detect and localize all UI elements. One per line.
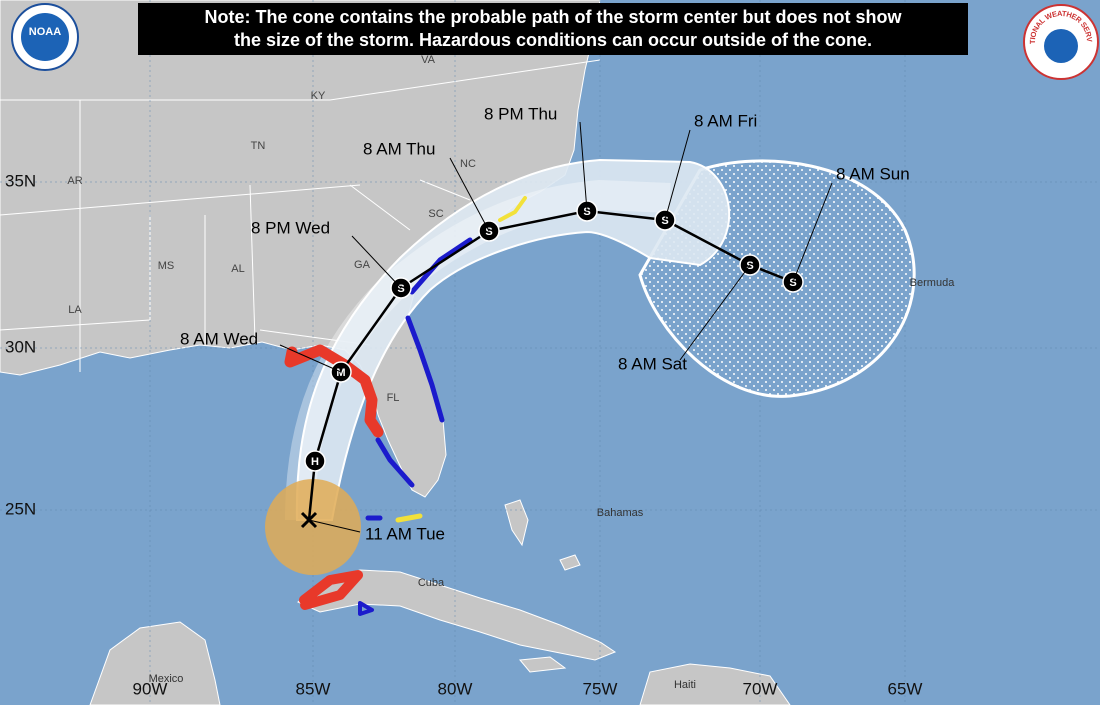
time-label: 8 AM Sat (618, 354, 687, 373)
track-symbol: M (336, 367, 345, 379)
region-label: GA (354, 259, 371, 271)
time-label: 8 AM Fri (694, 111, 757, 130)
track-symbol: S (397, 283, 404, 295)
region-label: SC (428, 208, 443, 220)
longitude-label: 90W (133, 679, 168, 698)
note-line: the size of the storm. Hazardous conditi… (234, 30, 872, 50)
leader-line (579, 121, 588, 212)
leader-line (679, 264, 751, 361)
noaa-logo: NOAA (11, 3, 79, 71)
region-label: LA (68, 304, 82, 316)
time-label: 8 AM Sun (836, 164, 910, 183)
latitude-label: 25N (5, 499, 36, 518)
region-label: AR (67, 175, 82, 187)
leader-line (351, 235, 402, 289)
leader-line (449, 157, 490, 232)
note-line: Note: The cone contains the probable pat… (204, 7, 902, 27)
cone-shade (285, 179, 671, 521)
track-symbol: S (746, 260, 753, 272)
longitude-label: 80W (438, 679, 473, 698)
time-label: 11 AM Tue (365, 524, 445, 543)
region-label: MS (158, 260, 175, 272)
time-label: 8 PM Thu (484, 104, 557, 123)
track-symbol: S (583, 206, 590, 218)
region-label: Cuba (418, 577, 445, 589)
region-label: KY (311, 90, 326, 102)
track-point (304, 450, 326, 472)
longitude-label: 85W (296, 679, 331, 698)
region-label: FL (387, 392, 400, 404)
longitude-label: 70W (743, 679, 778, 698)
region-label: TN (251, 140, 266, 152)
time-label: 8 AM Wed (180, 329, 258, 348)
longitude-label: 75W (583, 679, 618, 698)
region-label: Haiti (674, 679, 696, 691)
wind-field (265, 479, 361, 575)
warnings (284, 196, 527, 616)
region-label: Bermuda (910, 277, 956, 289)
track-symbol: H (311, 456, 319, 468)
latitude-label: 30N (5, 337, 36, 356)
time-label: 8 PM Wed (251, 218, 330, 237)
region-label: Bahamas (597, 507, 644, 519)
longitude-label: 65W (888, 679, 923, 698)
leader-line (308, 519, 361, 533)
cone-days-1-3 (295, 158, 731, 521)
region-label: NC (460, 158, 476, 170)
leader-line (279, 344, 342, 373)
leader-line (664, 129, 691, 221)
track-symbol: S (789, 277, 796, 289)
latitude-label: 35N (5, 171, 36, 190)
region-label: Mexico (149, 673, 184, 685)
noaa-text: NOAA (29, 26, 61, 38)
track-symbol: S (485, 226, 492, 238)
region-label: VA (421, 54, 436, 66)
land (0, 0, 791, 705)
region-label: AL (231, 263, 244, 275)
leader-line (792, 182, 833, 283)
track-symbol: S (661, 215, 668, 227)
note-box (138, 3, 968, 55)
time-label: 8 AM Thu (363, 139, 435, 158)
